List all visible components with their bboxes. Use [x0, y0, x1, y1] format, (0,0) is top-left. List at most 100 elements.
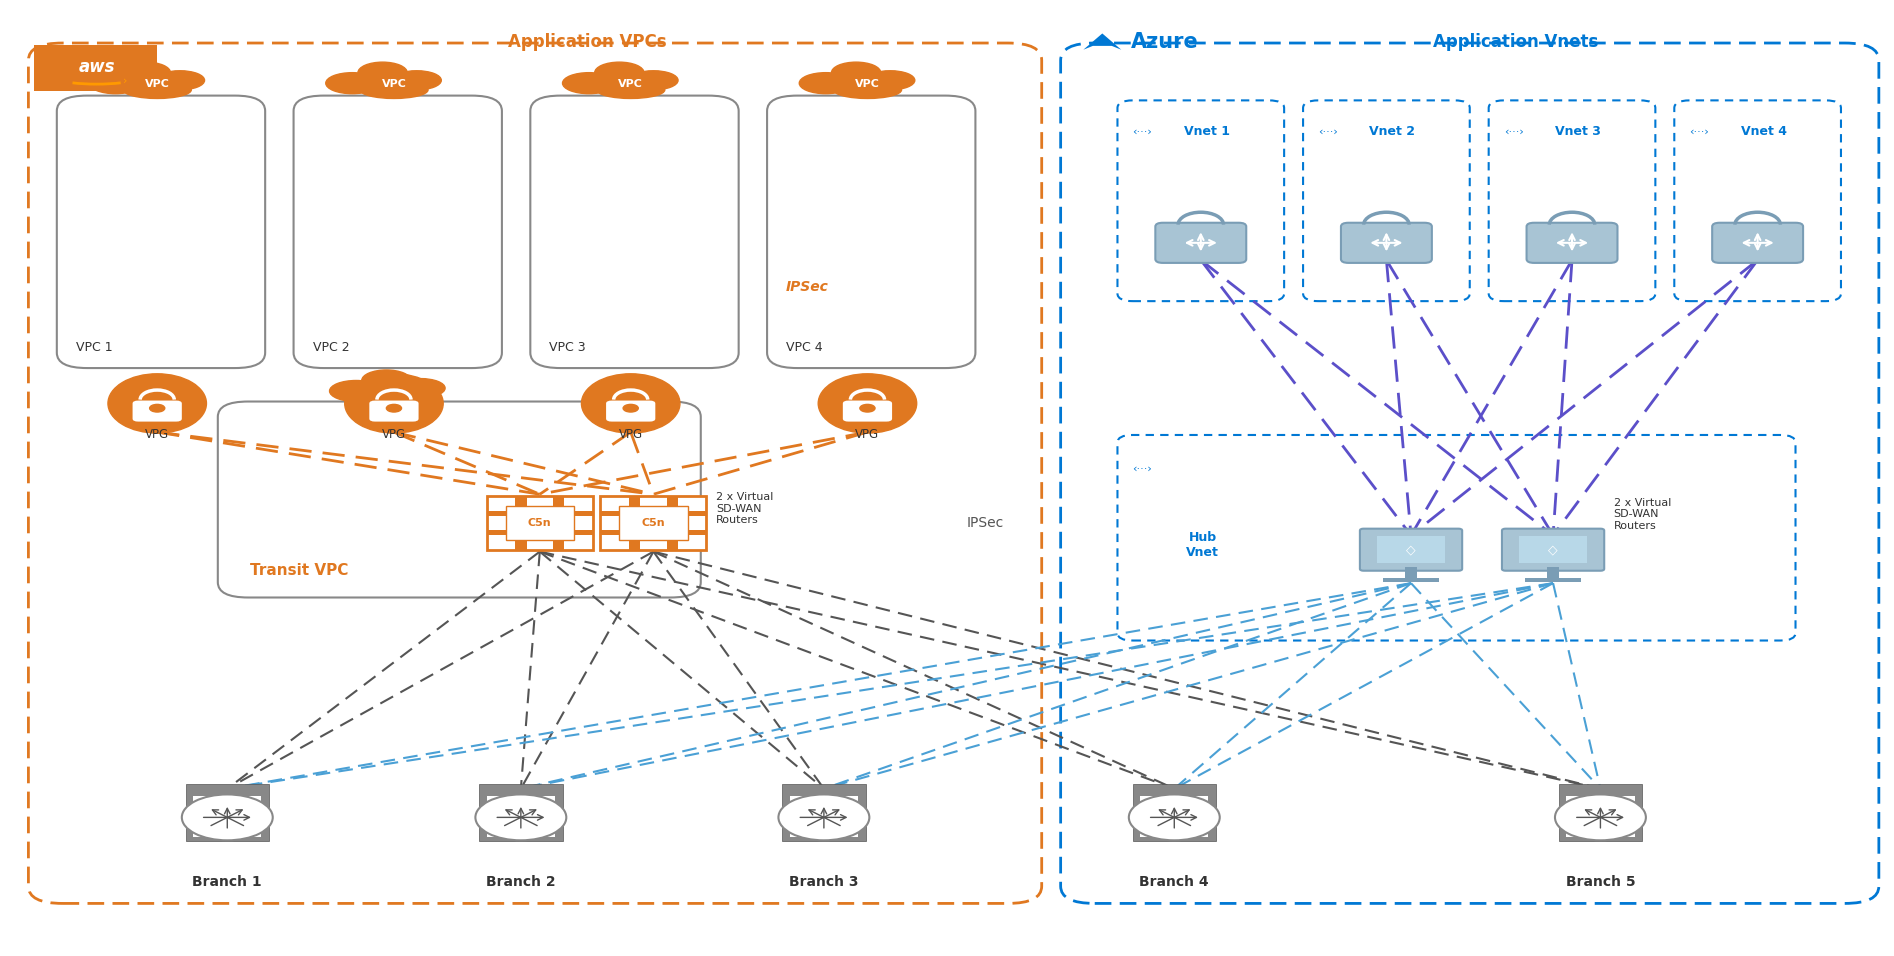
- Text: VPC 4: VPC 4: [786, 340, 822, 354]
- Bar: [513, 796, 528, 806]
- Bar: [1593, 796, 1608, 806]
- Text: Application Vnets: Application Vnets: [1432, 33, 1599, 51]
- Bar: [782, 784, 866, 841]
- FancyBboxPatch shape: [619, 506, 688, 540]
- Bar: [1167, 812, 1182, 821]
- Text: VPG: VPG: [146, 428, 169, 442]
- FancyBboxPatch shape: [1712, 223, 1803, 263]
- Circle shape: [475, 794, 566, 840]
- Text: ◇: ◇: [1547, 543, 1559, 556]
- FancyBboxPatch shape: [606, 401, 655, 422]
- Bar: [1525, 578, 1581, 582]
- Text: ‹···›: ‹···›: [1133, 464, 1152, 473]
- Bar: [816, 796, 831, 806]
- Ellipse shape: [89, 73, 142, 94]
- Bar: [1193, 812, 1208, 821]
- Bar: [688, 511, 706, 516]
- Text: VPG: VPG: [856, 428, 879, 442]
- Bar: [487, 827, 502, 836]
- Text: VPC: VPC: [854, 79, 881, 89]
- Bar: [1383, 578, 1439, 582]
- Bar: [667, 540, 678, 550]
- FancyBboxPatch shape: [1155, 223, 1246, 263]
- FancyBboxPatch shape: [1527, 223, 1617, 263]
- Ellipse shape: [818, 374, 917, 433]
- Text: 2 x Virtual
SD-WAN
Routers: 2 x Virtual SD-WAN Routers: [716, 492, 773, 525]
- Bar: [600, 511, 619, 516]
- FancyBboxPatch shape: [487, 496, 593, 550]
- Ellipse shape: [629, 71, 678, 90]
- Bar: [515, 496, 527, 506]
- Bar: [220, 796, 235, 806]
- Bar: [1566, 796, 1581, 806]
- Bar: [790, 827, 805, 836]
- Bar: [600, 530, 619, 535]
- Bar: [553, 496, 564, 506]
- Ellipse shape: [595, 62, 644, 83]
- FancyBboxPatch shape: [506, 506, 574, 540]
- Text: Branch 2: Branch 2: [487, 875, 555, 889]
- Text: Transit VPC: Transit VPC: [250, 563, 348, 578]
- Text: Branch 3: Branch 3: [790, 875, 858, 889]
- Circle shape: [1129, 794, 1220, 840]
- Bar: [1133, 784, 1216, 841]
- Bar: [186, 784, 269, 841]
- Ellipse shape: [866, 71, 915, 90]
- Polygon shape: [1083, 33, 1121, 50]
- Text: VPC 2: VPC 2: [313, 340, 348, 354]
- Ellipse shape: [392, 71, 441, 90]
- FancyBboxPatch shape: [1117, 435, 1796, 641]
- Text: VPC 3: VPC 3: [549, 340, 585, 354]
- FancyBboxPatch shape: [767, 96, 975, 368]
- Bar: [246, 812, 261, 821]
- FancyBboxPatch shape: [600, 496, 706, 550]
- Bar: [193, 796, 208, 806]
- Text: Hub
Vnet: Hub Vnet: [1186, 531, 1220, 559]
- Bar: [1547, 567, 1559, 580]
- Circle shape: [778, 794, 869, 840]
- Ellipse shape: [330, 380, 383, 402]
- Text: VPC 1: VPC 1: [76, 340, 112, 354]
- Circle shape: [860, 404, 875, 412]
- Bar: [1566, 812, 1581, 821]
- Text: Vnet 4: Vnet 4: [1741, 125, 1786, 139]
- Ellipse shape: [358, 62, 407, 83]
- Ellipse shape: [108, 374, 206, 433]
- Text: Vnet 1: Vnet 1: [1184, 125, 1229, 139]
- FancyBboxPatch shape: [530, 96, 739, 368]
- Bar: [487, 530, 506, 535]
- Text: VPC: VPC: [384, 387, 411, 397]
- Bar: [1619, 812, 1635, 821]
- Text: Branch 5: Branch 5: [1566, 875, 1635, 889]
- Text: ‹···›: ‹···›: [1133, 127, 1152, 137]
- Bar: [487, 812, 502, 821]
- FancyBboxPatch shape: [369, 401, 419, 422]
- Bar: [487, 796, 502, 806]
- Text: ◇: ◇: [1405, 543, 1417, 556]
- Bar: [1140, 796, 1155, 806]
- Circle shape: [1555, 794, 1646, 840]
- Ellipse shape: [799, 73, 852, 94]
- Bar: [1405, 567, 1417, 580]
- Bar: [574, 530, 593, 535]
- Ellipse shape: [581, 374, 680, 433]
- Bar: [1593, 827, 1608, 836]
- FancyBboxPatch shape: [843, 401, 892, 422]
- Ellipse shape: [563, 73, 616, 94]
- FancyBboxPatch shape: [1341, 223, 1432, 263]
- Ellipse shape: [833, 81, 902, 98]
- Bar: [1193, 796, 1208, 806]
- Text: Application VPCs: Application VPCs: [508, 33, 667, 51]
- Ellipse shape: [831, 62, 881, 83]
- Bar: [515, 540, 527, 550]
- FancyBboxPatch shape: [1377, 536, 1445, 563]
- Bar: [513, 812, 528, 821]
- Text: aws: aws: [78, 58, 116, 76]
- Circle shape: [182, 794, 273, 840]
- Text: C5n: C5n: [642, 518, 665, 528]
- Ellipse shape: [396, 379, 445, 398]
- Text: ‹···›: ‹···›: [1318, 127, 1337, 137]
- FancyBboxPatch shape: [294, 96, 502, 368]
- Text: ‹···›: ‹···›: [1689, 127, 1708, 137]
- Ellipse shape: [121, 62, 170, 83]
